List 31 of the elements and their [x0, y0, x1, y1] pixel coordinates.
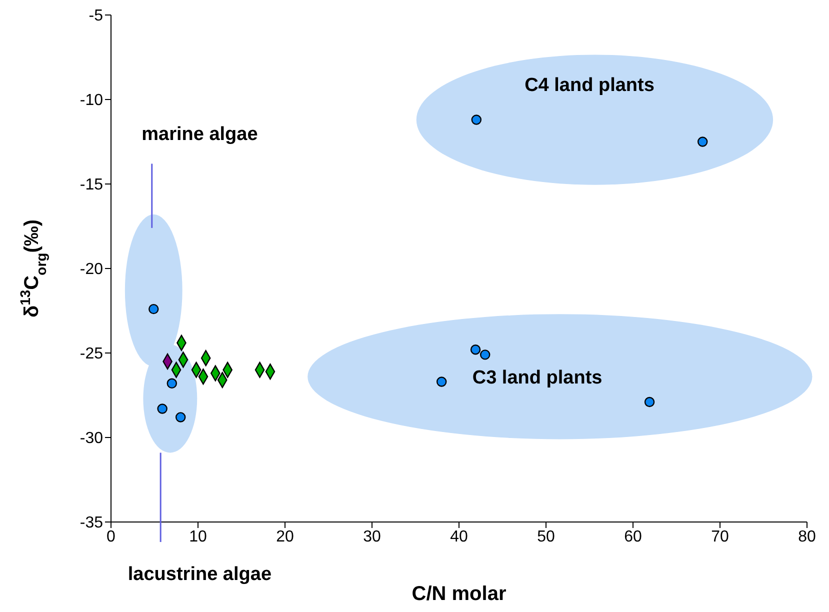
point	[175, 412, 186, 422]
point	[697, 136, 708, 147]
point	[157, 404, 168, 414]
y-tick-label: -35	[80, 514, 104, 532]
x-tick-label: 60	[624, 528, 642, 546]
y-tick-label: -25	[80, 346, 104, 363]
x-tick-label: 70	[711, 528, 729, 546]
y-tick-label: -5	[88, 8, 104, 25]
annotation: C4 land plants	[524, 75, 654, 96]
annotation: C3 land plants	[472, 367, 602, 388]
x-tick-label: 30	[363, 528, 381, 546]
x-axis-title: C/N molar	[412, 583, 506, 605]
point	[480, 350, 490, 360]
x-tick-label: 80	[798, 528, 816, 546]
text: lacustrine algae	[128, 564, 272, 585]
y-tick-label: -20	[80, 261, 104, 278]
point	[470, 344, 481, 355]
y-tick-label: -10	[80, 92, 104, 110]
annotation: marine algae	[142, 124, 258, 146]
point	[148, 304, 159, 314]
point	[436, 376, 447, 387]
x-tick-label: 10	[189, 528, 207, 546]
x-tick-label: 20	[276, 528, 294, 546]
y-tick-label: -30	[80, 430, 104, 448]
point	[644, 396, 655, 408]
point	[166, 378, 178, 389]
y-tick-label: -15	[80, 176, 104, 194]
x-tick-label: 50	[537, 528, 555, 546]
point	[471, 114, 482, 125]
x-tick-label: 0	[106, 528, 116, 546]
x-tick-label: 40	[450, 528, 468, 546]
